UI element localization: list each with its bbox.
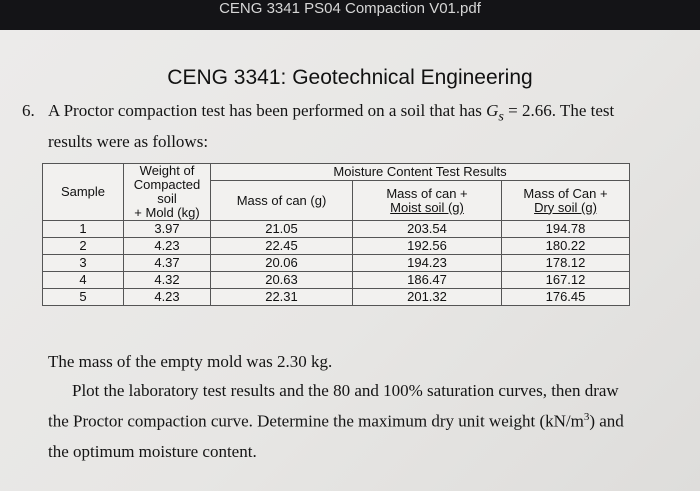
table-row: 2 4.23 22.45 192.56 180.22 [42,237,630,255]
cell-moist: 194.23 [352,254,502,272]
window-title: CENG 3341 PS04 Compaction V01.pdf [219,0,481,17]
cell-moist: 203.54 [352,220,502,238]
window-titlebar: CENG 3341 PS04 Compaction V01.pdf [0,0,700,30]
cell-dry: 178.12 [501,254,630,272]
header-moisture-group: Moisture Content Test Results [210,162,630,182]
table-row: 5 4.23 22.31 201.32 176.45 [42,288,630,306]
task-line-2: the Proctor compaction curve. Determine … [48,411,624,431]
cell-sample: 4 [42,271,124,289]
cell-sample: 3 [42,254,124,272]
mold-mass-text: The mass of the empty mold was 2.30 kg. [48,352,333,371]
cell-weight: 3.97 [123,220,211,238]
cell-can: 20.06 [210,254,353,272]
question-intro-line-2: results were as follows: [48,132,209,151]
header-moist-mass: Mass of can + Moist soil (g) [352,180,502,221]
cell-moist: 192.56 [352,237,502,255]
intro-text-b: = 2.66. The test [503,101,615,120]
cell-sample: 5 [42,288,124,306]
cell-weight: 4.37 [123,254,211,272]
header-can-mass: Mass of can (g) [210,180,353,221]
question-intro-line-1: A Proctor compaction test has been perfo… [48,101,614,125]
cell-weight: 4.23 [123,237,211,255]
cell-sample: 2 [42,237,124,255]
intro-text-a: A Proctor compaction test has been perfo… [48,101,487,120]
specific-gravity-symbol: Gs [486,101,504,125]
cell-can: 21.05 [210,220,353,238]
table-row: 4 4.32 20.63 186.47 167.12 [42,271,630,289]
cell-moist: 201.32 [352,288,502,306]
page-title: CENG 3341: Geotechnical Engineering [167,66,533,89]
cell-dry: 167.12 [501,271,630,289]
table-row: 1 3.97 21.05 203.54 194.78 [42,220,630,238]
cell-dry: 176.45 [501,288,630,306]
pdf-page: CENG 3341: Geotechnical Engineering 6. A… [0,30,700,491]
cell-sample: 1 [42,220,124,238]
cell-dry: 180.22 [501,237,630,255]
cell-weight: 4.23 [123,288,211,306]
cell-can: 22.31 [210,288,353,306]
header-dry-mass: Mass of Can + Dry soil (g) [501,180,630,221]
header-weight: Weight of Compacted soil + Mold (kg) [123,163,211,221]
header-sample: Sample [42,163,124,221]
cell-moist: 186.47 [352,271,502,289]
cell-can: 20.63 [210,271,353,289]
cell-dry: 194.78 [501,220,630,238]
table-row: 3 4.37 20.06 194.23 178.12 [42,254,630,272]
cell-weight: 4.32 [123,271,211,289]
results-table: Sample Weight of Compacted soil + Mold (… [42,162,630,306]
task-line-3: the optimum moisture content. [48,442,257,461]
task-line-1: Plot the laboratory test results and the… [72,381,619,400]
cell-can: 22.45 [210,237,353,255]
question-number: 6. [22,101,35,120]
